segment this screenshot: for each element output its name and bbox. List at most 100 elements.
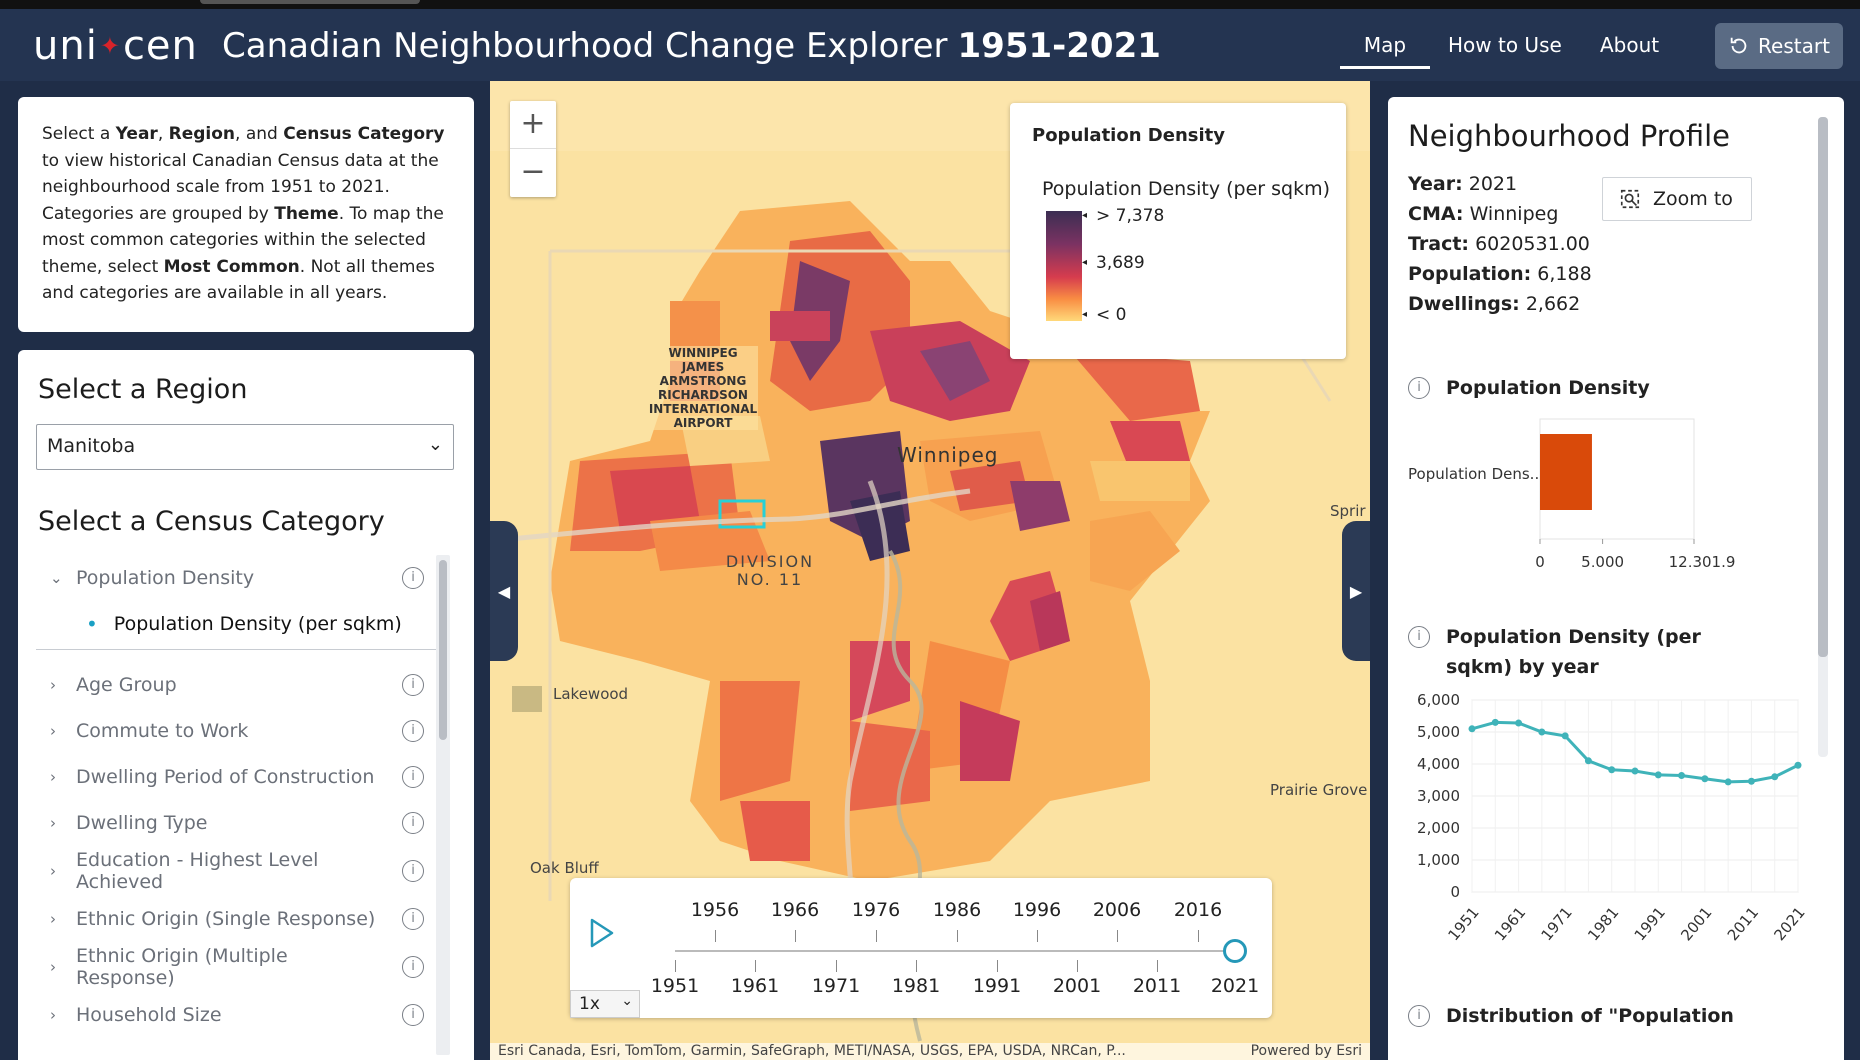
info-icon[interactable]: i xyxy=(402,812,424,834)
category-scrollbar-thumb[interactable] xyxy=(439,560,447,740)
timeline-label[interactable]: 1981 xyxy=(891,975,941,997)
intro-sep1: , xyxy=(157,124,169,144)
timeline-label[interactable]: 1951 xyxy=(650,975,700,997)
collapse-left-panel-button[interactable]: ◀ xyxy=(490,521,518,661)
timeline-label[interactable]: 1996 xyxy=(1012,899,1062,921)
zoom-in-button[interactable]: + xyxy=(510,101,556,149)
collapse-right-panel-button[interactable]: ▶ xyxy=(1342,521,1370,661)
selected-tract-outline[interactable] xyxy=(718,499,766,529)
category-dwelling-type[interactable]: › Dwelling Type i xyxy=(36,800,456,846)
profile-cma-value: Winnipeg xyxy=(1469,203,1559,225)
play-icon[interactable] xyxy=(588,916,616,950)
profile-tract: Tract: 6020531.00 xyxy=(1408,233,1590,255)
info-icon[interactable]: i xyxy=(402,956,424,978)
timeline-thumb[interactable] xyxy=(1223,939,1247,963)
info-icon[interactable]: i xyxy=(402,908,424,930)
profile-tract-value: 6020531.00 xyxy=(1475,233,1590,255)
category-commute[interactable]: › Commute to Work i xyxy=(36,708,456,754)
subcategory-density-per-sqkm[interactable]: • Population Density (per sqkm) xyxy=(36,601,456,647)
zoom-to-icon xyxy=(1620,189,1640,209)
timeline-track[interactable] xyxy=(675,950,1237,952)
intro-panel: Select a Year, Region, and Census Catego… xyxy=(18,97,474,332)
timeline-tick xyxy=(1198,930,1199,942)
line-point xyxy=(1608,766,1616,774)
info-icon[interactable]: i xyxy=(402,766,424,788)
profile-year-value: 2021 xyxy=(1468,173,1518,195)
powered-by-esri[interactable]: Powered by Esri xyxy=(1250,1043,1362,1059)
intro-most-common: Most Common xyxy=(163,256,300,277)
info-icon[interactable]: i xyxy=(402,860,424,882)
region-select[interactable]: Manitoba ⌄ xyxy=(36,424,454,470)
app-title-text: Canadian Neighbourhood Change Explorer xyxy=(222,26,948,66)
density-by-year-heading: i Population Density (per sqkm) by year xyxy=(1408,622,1748,682)
category-label: Dwelling Period of Construction xyxy=(76,766,375,788)
legend-low-label: < 0 xyxy=(1082,305,1127,325)
profile-dw-value: 2,662 xyxy=(1525,293,1581,315)
line-x-tick-label: 1951 xyxy=(1444,903,1482,944)
category-education[interactable]: › Education - Highest Level Achieved i xyxy=(36,846,456,896)
timeline-label[interactable]: 1986 xyxy=(932,899,982,921)
category-population-density[interactable]: ⌄ Population Density i xyxy=(36,555,456,601)
time-slider[interactable]: 1956 1966 1976 1986 1996 2006 2016 1951 … xyxy=(570,878,1272,1018)
map-view[interactable]: WINNIPEG JAMES ARMSTRONG RICHARDSON INTE… xyxy=(490,81,1370,1060)
profile-pop-value: 6,188 xyxy=(1537,263,1592,285)
line-point xyxy=(1654,771,1662,779)
line-y-tick-label: 6,000 xyxy=(1417,692,1460,709)
intro-text-4: . Not all themes and categories are avai… xyxy=(42,256,435,304)
category-age-group[interactable]: › Age Group i xyxy=(36,662,456,708)
timeline-label[interactable]: 2011 xyxy=(1132,975,1182,997)
map-label-oakbluff: Oak Bluff xyxy=(530,859,599,877)
distribution-heading: i Distribution of "Population xyxy=(1408,1005,1734,1027)
category-ethnic-single[interactable]: › Ethnic Origin (Single Response) i xyxy=(36,896,456,942)
timeline-label[interactable]: 2006 xyxy=(1092,899,1142,921)
line-y-tick-label: 5,000 xyxy=(1417,723,1460,741)
unicen-logo[interactable]: uni ✦ cen xyxy=(33,23,198,69)
timeline-label[interactable]: 1971 xyxy=(811,975,861,997)
playback-speed-select[interactable]: 1x ⌄ xyxy=(570,990,640,1018)
neighbourhood-profile-panel: Neighbourhood Profile Year: 2021 CMA: Wi… xyxy=(1388,97,1844,1060)
chevron-right-icon: › xyxy=(50,814,56,832)
nav-about[interactable]: About xyxy=(1600,33,1660,57)
intro-theme: Theme xyxy=(274,203,339,224)
zoom-to-label: Zoom to xyxy=(1653,188,1733,210)
timeline-label[interactable]: 2016 xyxy=(1173,899,1223,921)
info-icon[interactable]: i xyxy=(1408,626,1430,648)
profile-scrollbar-thumb[interactable] xyxy=(1818,117,1828,657)
timeline-tick xyxy=(1077,960,1078,972)
info-icon[interactable]: i xyxy=(402,567,424,589)
category-ethnic-multiple[interactable]: › Ethnic Origin (Multiple Response) i xyxy=(36,942,456,992)
timeline-tick xyxy=(755,960,756,972)
info-icon[interactable]: i xyxy=(402,674,424,696)
info-icon[interactable]: i xyxy=(1408,377,1430,399)
info-icon[interactable]: i xyxy=(402,720,424,742)
density-heading-text: Population Density xyxy=(1446,377,1650,399)
browser-tab[interactable] xyxy=(200,0,420,4)
nav-how-to-use[interactable]: How to Use xyxy=(1448,33,1562,57)
timeline-label[interactable]: 1976 xyxy=(851,899,901,921)
timeline-label[interactable]: 1991 xyxy=(972,975,1022,997)
subcategory-label: Population Density (per sqkm) xyxy=(113,613,402,635)
info-icon[interactable]: i xyxy=(402,1004,424,1026)
timeline-label[interactable]: 2021 xyxy=(1210,975,1260,997)
restart-button[interactable]: Restart xyxy=(1715,23,1843,69)
category-dwelling-period[interactable]: › Dwelling Period of Construction i xyxy=(36,754,456,800)
timeline-label[interactable]: 1966 xyxy=(770,899,820,921)
profile-scrollbar[interactable] xyxy=(1818,117,1828,757)
chevron-down-icon: ⌄ xyxy=(50,569,63,587)
profile-tract-label: Tract: xyxy=(1408,233,1470,255)
map-label-lakewood: Lakewood xyxy=(553,685,629,703)
zoom-to-button[interactable]: Zoom to xyxy=(1602,177,1752,221)
info-icon[interactable]: i xyxy=(1408,1005,1430,1027)
timeline-tick xyxy=(957,930,958,942)
timeline-label[interactable]: 1961 xyxy=(730,975,780,997)
timeline-label[interactable]: 2001 xyxy=(1052,975,1102,997)
timeline-label[interactable]: 1956 xyxy=(690,899,740,921)
category-household-size[interactable]: › Household Size i xyxy=(36,992,456,1038)
nav-map[interactable]: Map xyxy=(1340,9,1430,81)
app-title-years: 1951-2021 xyxy=(957,26,1161,66)
profile-year-label: Year: xyxy=(1408,173,1463,195)
line-point xyxy=(1538,728,1546,736)
zoom-control: + − xyxy=(510,101,556,197)
zoom-out-button[interactable]: − xyxy=(520,154,546,189)
line-y-tick-label: 2,000 xyxy=(1417,819,1460,837)
